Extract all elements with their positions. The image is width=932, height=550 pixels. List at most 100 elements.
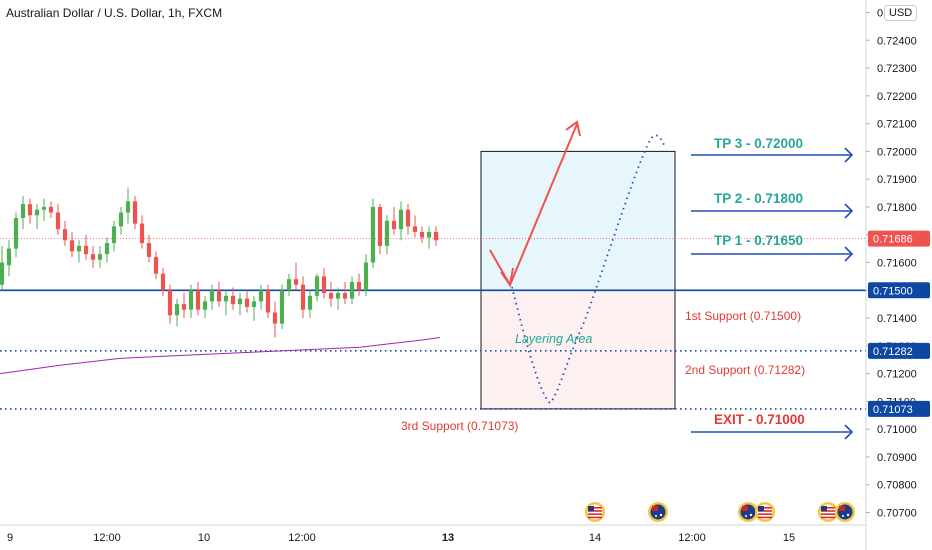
au-flag-icon-star [745, 515, 747, 517]
candle-body [0, 262, 5, 285]
candle-body [181, 304, 187, 310]
level-badge-3-bg [868, 400, 930, 417]
us-flag-icon-stripe [588, 507, 602, 509]
level-badge-3: 0.71073 [873, 404, 913, 416]
au-flag-icon-union [652, 506, 658, 511]
price-tick-label: 0.71200 [877, 369, 917, 381]
tp2-label: TP 2 - 0.71800 [714, 191, 803, 206]
candle-body [153, 256, 159, 274]
candle-body [188, 290, 194, 310]
time-label: 14 [589, 532, 601, 544]
us-flag-icon-stripe [758, 507, 772, 509]
time-label: 12:00 [93, 532, 121, 544]
candle-body [265, 290, 271, 313]
candle-body [272, 312, 278, 324]
candle-body [125, 201, 131, 213]
price-tick-label: 0.72400 [877, 35, 917, 47]
candle-body [293, 279, 299, 285]
candle-body [342, 293, 348, 299]
candle-body [300, 284, 306, 310]
layering-zone [480, 289, 676, 410]
time-label: 10 [198, 532, 210, 544]
candle-body [370, 206, 376, 263]
candle-body [398, 209, 404, 230]
candle-body [328, 293, 334, 299]
candle-body [237, 298, 243, 305]
time-label: 13 [442, 532, 454, 544]
candle-body [118, 212, 124, 227]
exit-arrowhead [844, 424, 854, 440]
time-label: 12:00 [678, 532, 706, 544]
us-flag-icon-stripe [758, 516, 772, 519]
time-label: 15 [783, 532, 795, 544]
price-tick-label: 0.71400 [877, 313, 917, 325]
currency-button[interactable]: USD [884, 5, 918, 21]
price-tick-label: 0.71600 [877, 258, 917, 270]
candle-body [104, 243, 110, 255]
candle-body [258, 290, 264, 302]
price-tick-label: 0.72100 [877, 119, 917, 131]
candle-body [307, 295, 313, 310]
candle-body [223, 295, 229, 302]
au-flag-icon-star [846, 513, 850, 517]
candle-body [412, 226, 418, 232]
candle-body [111, 226, 117, 244]
candle-body [230, 295, 236, 305]
candle-body [27, 204, 33, 216]
candle-body [48, 206, 54, 213]
us-flag-icon-canton [588, 506, 594, 511]
price-tick-label: 0 [877, 8, 883, 20]
tp3-arrowhead [844, 147, 854, 163]
support-3-label: 3rd Support (0.71073) [401, 419, 518, 433]
us-flag-icon-canton [821, 506, 827, 511]
chart-title: Australian Dollar / U.S. Dollar, 1h, FXC… [6, 6, 223, 20]
us-flag-icon-canton [758, 506, 764, 511]
price-tick-label: 0.72200 [877, 91, 917, 103]
support-2-label: 2nd Support (0.71282) [685, 363, 805, 377]
candle-body [97, 254, 103, 260]
us-flag-icon-stripe [588, 513, 602, 515]
au-flag-icon-union [742, 506, 748, 511]
price-tick-label: 0.72300 [877, 63, 917, 75]
candle-body [251, 301, 257, 307]
candle-body [167, 290, 173, 316]
support-1-label: 1st Support (0.71500) [685, 309, 801, 323]
candle-body [279, 290, 285, 324]
au-flag-icon-star [749, 513, 753, 517]
us-flag-icon-stripe [588, 516, 602, 519]
target-zone [480, 150, 676, 291]
tp3-label: TP 3 - 0.72000 [714, 136, 803, 151]
tp1-arrowhead [844, 246, 854, 262]
candle-body [384, 220, 390, 246]
candle-body [405, 209, 411, 227]
level-badge-2: 0.71282 [873, 346, 913, 358]
us-flag-icon-stripe [821, 510, 835, 512]
price-tick-label: 0.71900 [877, 174, 917, 186]
candle-body [139, 223, 145, 244]
candle-body [160, 273, 166, 291]
candle-body [6, 248, 12, 266]
candle-body [349, 281, 355, 299]
time-label: 9 [7, 532, 13, 544]
layering-area-label: Layering Area [515, 332, 592, 346]
tp1-label: TP 1 - 0.71650 [714, 233, 803, 248]
candle-body [286, 279, 292, 291]
candle-body [41, 206, 47, 210]
price-tick-label: 0.72000 [877, 146, 917, 158]
au-flag-icon-star [659, 513, 663, 517]
candle-body [426, 231, 432, 238]
level-badge-1: 0.71500 [873, 285, 913, 297]
candle-body [34, 209, 40, 216]
us-flag-icon-stripe [758, 513, 772, 515]
red-arrowhead-up [565, 120, 581, 137]
candle-body [244, 298, 250, 307]
exit-label: EXIT - 0.71000 [714, 412, 805, 427]
candle-body [146, 243, 152, 257]
candle-body [335, 293, 341, 299]
au-flag-icon-union [839, 506, 845, 511]
current-price-badge-bg [868, 230, 930, 247]
us-flag-icon-stripe [821, 513, 835, 515]
price-tick-label: 0.70700 [877, 508, 917, 520]
